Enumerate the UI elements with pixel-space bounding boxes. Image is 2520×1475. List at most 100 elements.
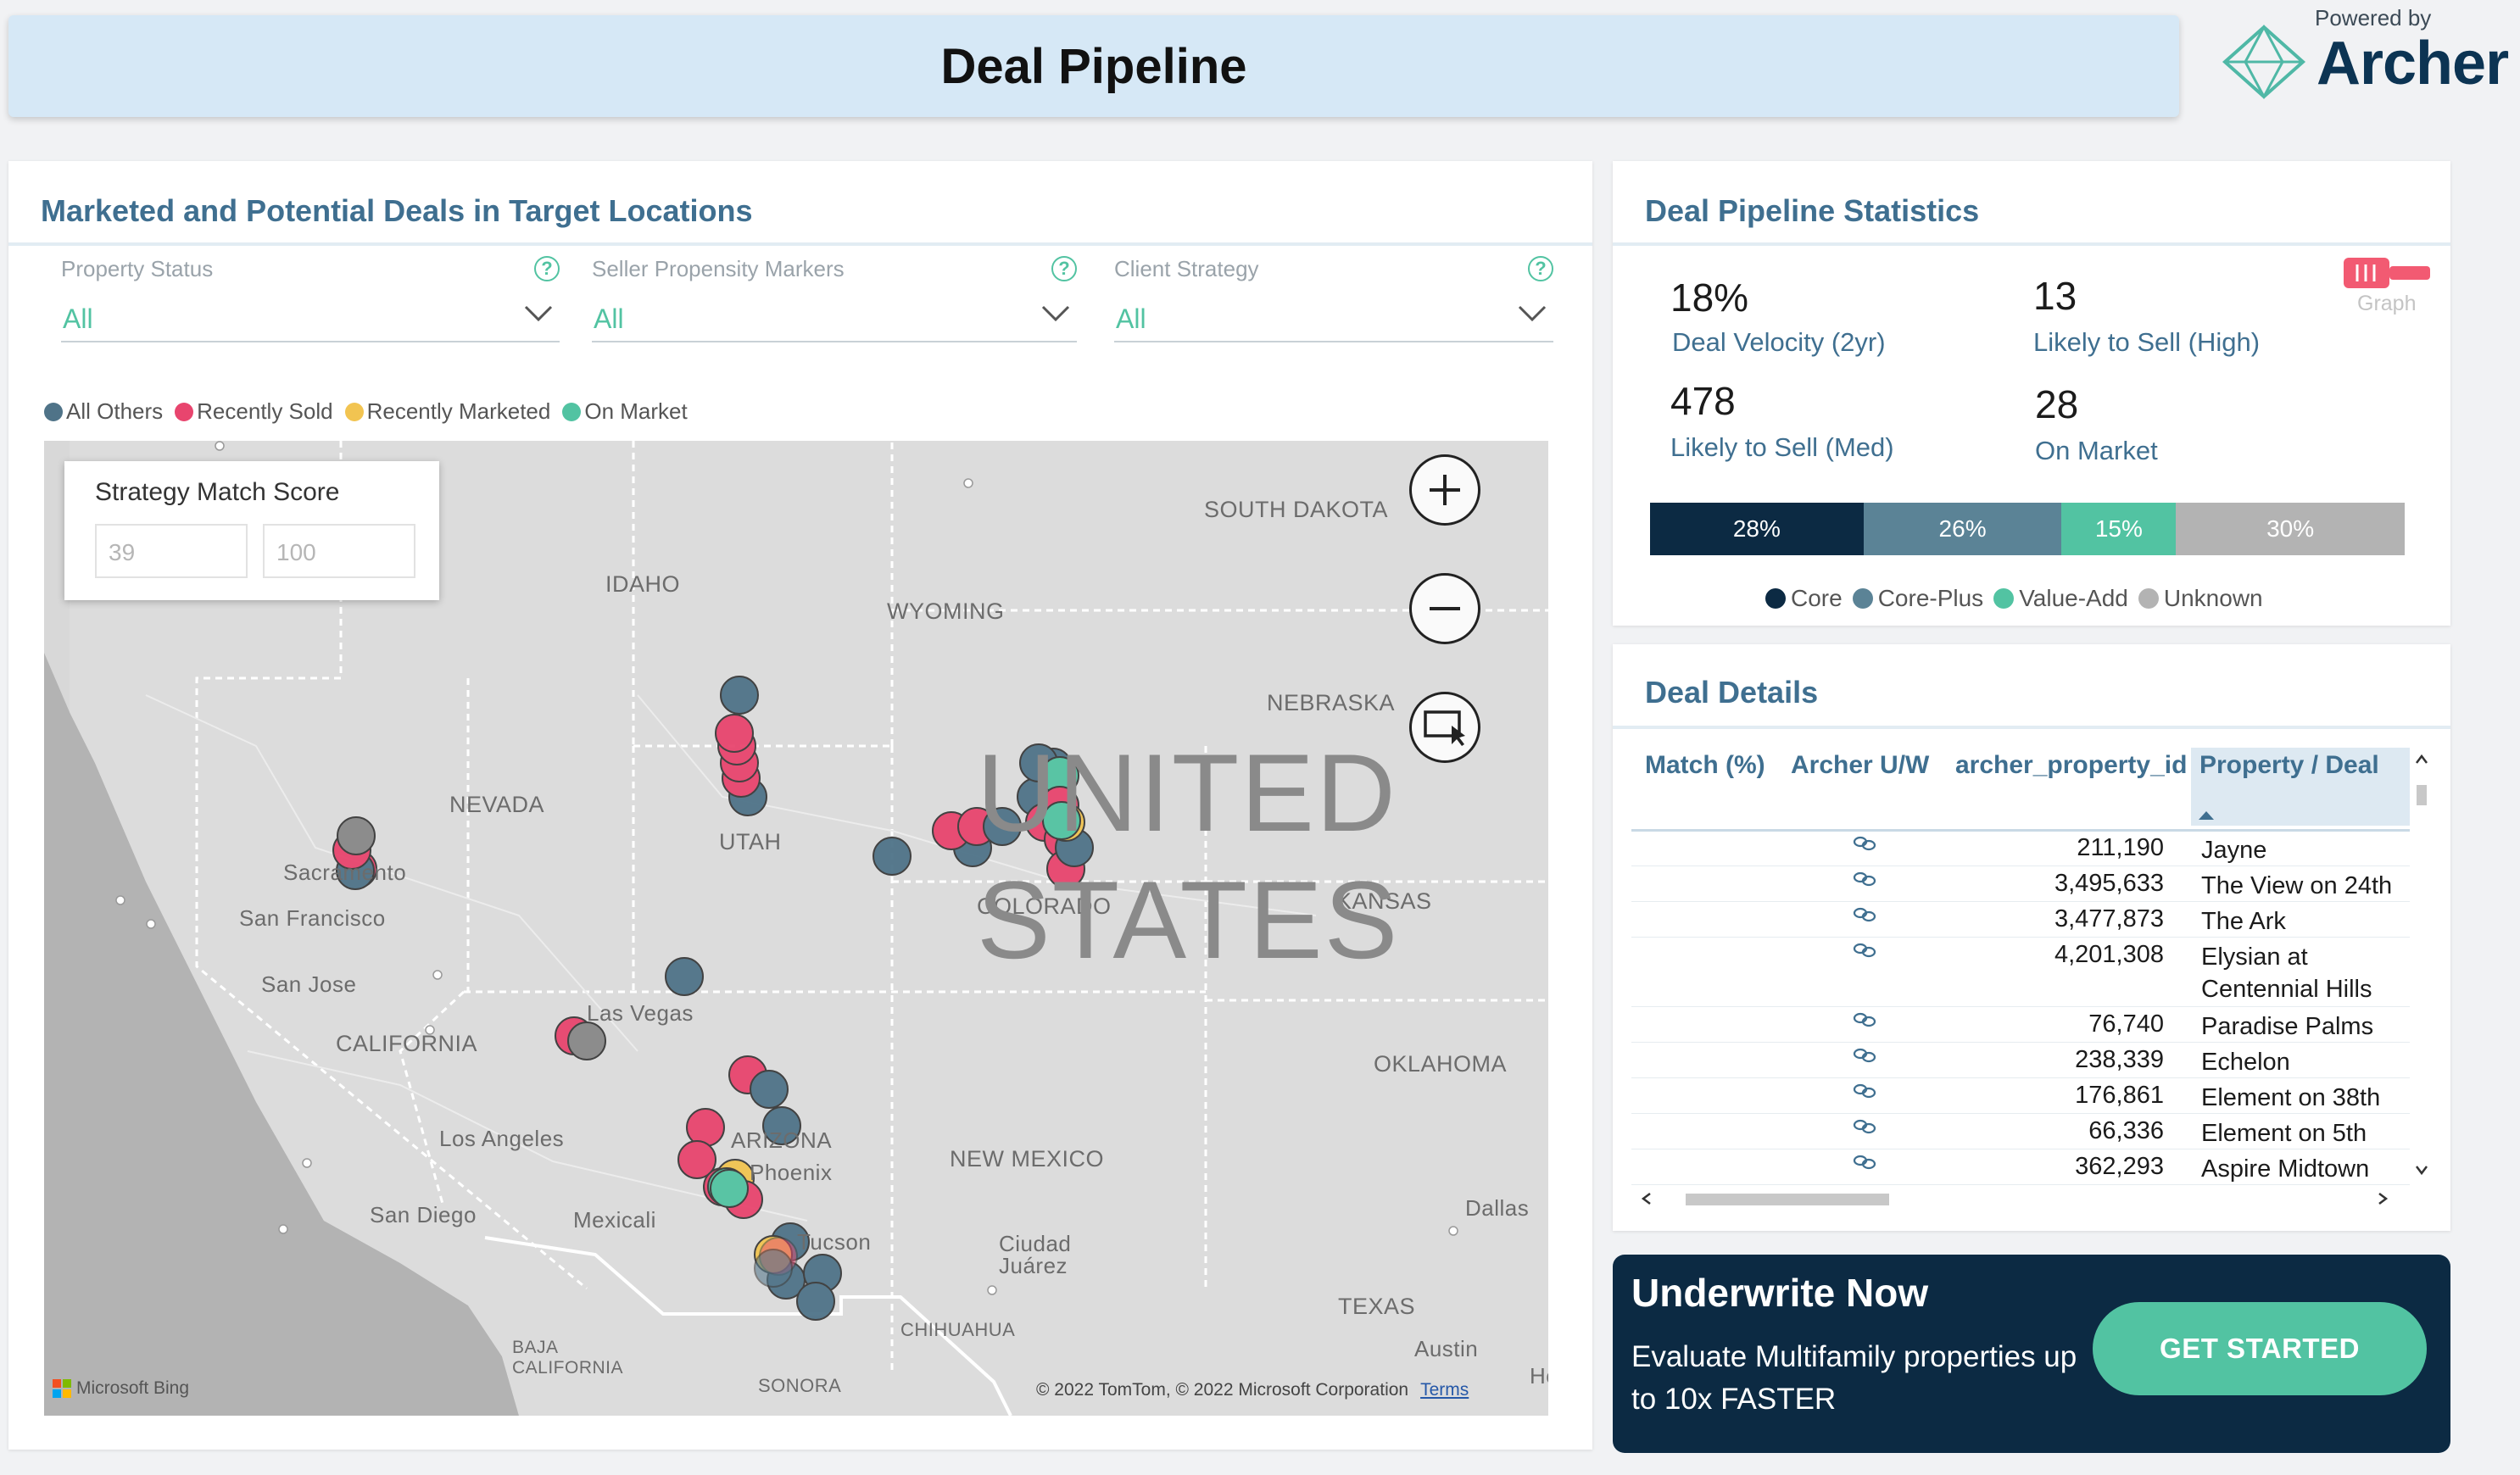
zoom-out-button[interactable]: [1409, 573, 1480, 644]
strategy-mix-legend: Core Core-Plus Value-Add Unknown: [1765, 585, 2263, 612]
sorted-column-highlight: [2191, 748, 2410, 826]
legend-dot: [2138, 588, 2159, 609]
map-label: WYOMING: [887, 598, 1005, 624]
legend-item[interactable]: Value-Add: [1993, 585, 2128, 612]
likely-high-value: 13: [2033, 274, 2077, 318]
link-icon[interactable]: [1852, 834, 1877, 853]
strategy-mix-segment[interactable]: 15%: [2061, 503, 2177, 555]
legend-dot: [1993, 588, 2015, 609]
legend-item[interactable]: On Market: [562, 398, 688, 425]
table-row[interactable]: 4,201,308 Elysian at Centennial Hills: [1631, 938, 2410, 1007]
map-label: KANSAS: [1336, 888, 1432, 914]
chevron-down-icon[interactable]: [524, 305, 553, 322]
link-icon[interactable]: [1852, 905, 1877, 924]
strategy-mix-segment[interactable]: 30%: [2176, 503, 2405, 555]
sort-ascending-icon[interactable]: [2198, 810, 2215, 821]
link-icon[interactable]: [1852, 1082, 1877, 1100]
strategy-mix-segment[interactable]: 26%: [1863, 503, 2062, 555]
table-row[interactable]: 238,339 Echelon: [1631, 1043, 2410, 1078]
selection-cursor-icon: [1424, 710, 1465, 746]
filter-value: All: [594, 303, 624, 334]
chevron-down-icon[interactable]: [1518, 305, 1547, 322]
link-icon[interactable]: [1852, 1153, 1877, 1172]
legend-item[interactable]: All Others: [44, 398, 163, 425]
get-started-button[interactable]: GET STARTED: [2093, 1302, 2427, 1395]
legend-dot: [175, 402, 194, 421]
filter-value: All: [1116, 303, 1146, 334]
property-name: Jayne: [2201, 837, 2267, 864]
map-label: SONORA: [758, 1375, 842, 1396]
property-name: Paradise Palms: [2201, 1013, 2374, 1040]
map-label: Ciudad Juárez: [999, 1231, 1072, 1278]
table-row[interactable]: 362,293 Aspire Midtown: [1631, 1149, 2410, 1185]
map-label: Sacramento: [283, 860, 407, 885]
select-area-button[interactable]: [1409, 692, 1480, 763]
table-row[interactable]: 76,740 Paradise Palms: [1631, 1007, 2410, 1043]
legend-label: On Market: [584, 398, 688, 424]
legend-item[interactable]: Recently Sold: [175, 398, 333, 425]
likely-med-value: 478: [1670, 379, 1736, 423]
map-label: CALIFORNIA: [336, 1031, 478, 1056]
map-label: NEVADA: [449, 792, 545, 817]
table-row[interactable]: 211,190 Jayne: [1631, 831, 2410, 866]
property-status-filter[interactable]: Property Status ? All: [61, 256, 560, 349]
link-icon[interactable]: [1852, 1117, 1877, 1136]
property-name: Element on 38th: [2201, 1084, 2381, 1111]
table-row[interactable]: 176,861 Element on 38th: [1631, 1078, 2410, 1114]
microsoft-logo-icon: [53, 1379, 71, 1398]
horizontal-scrollbar[interactable]: [1631, 1187, 2410, 1211]
property-name: Elysian at Centennial Hills: [2201, 943, 2372, 1003]
map-label: OKLAHOMA: [1374, 1051, 1508, 1077]
strategy-match-slicer: Strategy Match Score 39 100: [64, 461, 439, 600]
column-header-property-id[interactable]: archer_property_id: [1955, 751, 2188, 779]
legend-label: Recently Sold: [197, 398, 333, 424]
link-icon[interactable]: [1852, 1046, 1877, 1065]
vertical-scrollbar[interactable]: [2410, 744, 2434, 1185]
help-icon[interactable]: ?: [1528, 256, 1553, 281]
map-label: NEBRASKA: [1267, 690, 1396, 715]
map-label: CHIHUAHUA: [900, 1319, 1016, 1340]
legend-item[interactable]: Recently Marketed: [344, 398, 550, 425]
terms-link[interactable]: Terms: [1420, 1380, 1469, 1400]
column-header-property-deal[interactable]: Property / Deal: [2199, 751, 2379, 779]
table-row[interactable]: 3,477,873 The Ark: [1631, 902, 2410, 938]
map-label: TEXAS: [1338, 1294, 1416, 1319]
map-label: San Francisco: [239, 905, 386, 931]
table-row[interactable]: 3,495,633 The View on 24th: [1631, 866, 2410, 902]
map-label: ARIZONA: [731, 1127, 833, 1153]
client-strategy-filter[interactable]: Client Strategy ? All: [1114, 256, 1553, 349]
link-icon[interactable]: [1852, 941, 1877, 960]
filter-label: Client Strategy: [1114, 256, 1259, 281]
link-icon[interactable]: [1852, 870, 1877, 888]
legend-item[interactable]: Core-Plus: [1852, 585, 1983, 612]
zoom-in-button[interactable]: [1409, 454, 1480, 526]
minus-icon: [1430, 607, 1460, 610]
column-header-match[interactable]: Match (%): [1645, 751, 1765, 779]
help-icon[interactable]: ?: [1051, 256, 1077, 281]
graph-toggle-icon[interactable]: [2344, 256, 2432, 290]
strategy-mix-segment[interactable]: 28%: [1650, 503, 1864, 555]
filter-label: Seller Propensity Markers: [592, 256, 845, 281]
details-card-title: Deal Details: [1645, 675, 1819, 710]
property-name: Element on 5th: [2201, 1120, 2367, 1147]
map-label: COLORADO: [977, 893, 1112, 919]
strategy-max-input[interactable]: 100: [263, 524, 415, 578]
deals-map[interactable]: SOUTH DAKOTA IDAHO WYOMING NEBRASKA NEVA…: [44, 441, 1548, 1416]
strategy-min-input[interactable]: 39: [95, 524, 248, 578]
property-name: The View on 24th: [2201, 872, 2393, 899]
seller-propensity-filter[interactable]: Seller Propensity Markers ? All: [592, 256, 1077, 349]
legend-label: All Others: [66, 398, 164, 424]
property-id: 76,740: [2088, 1010, 2164, 1038]
chevron-down-icon[interactable]: [1041, 305, 1070, 322]
brand-logo: Powered by Archer: [2222, 3, 2509, 100]
link-icon[interactable]: [1852, 1010, 1877, 1029]
map-base: [44, 441, 1548, 1416]
column-header-archer-uw[interactable]: Archer U/W: [1791, 751, 1930, 779]
legend-item[interactable]: Core: [1765, 585, 1843, 612]
map-label: NEW MEXICO: [950, 1146, 1105, 1172]
table-row[interactable]: 66,336 Element on 5th: [1631, 1114, 2410, 1149]
help-icon[interactable]: ?: [534, 256, 560, 281]
deal-velocity-label: Deal Velocity (2yr): [1672, 327, 1886, 357]
likely-high-label: Likely to Sell (High): [2033, 327, 2261, 357]
legend-item[interactable]: Unknown: [2138, 585, 2263, 612]
